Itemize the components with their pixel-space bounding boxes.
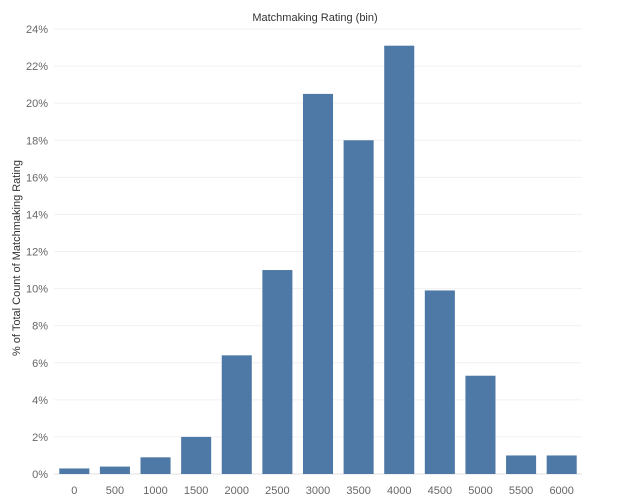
bar-500[interactable] [99, 466, 130, 474]
bar-5500[interactable] [506, 455, 537, 474]
bar-2500[interactable] [262, 270, 293, 474]
x-tick-label: 5000 [468, 485, 492, 497]
x-tick-label: 2500 [265, 485, 289, 497]
y-tick-label: 22% [26, 61, 48, 73]
bar-5000[interactable] [465, 375, 496, 474]
y-tick-label: 2% [32, 432, 48, 444]
bar-6000[interactable] [546, 455, 577, 474]
bar-4000[interactable] [384, 45, 415, 474]
x-tick-label: 6000 [549, 485, 573, 497]
x-tick-label: 1000 [143, 485, 167, 497]
bar-3500[interactable] [343, 140, 374, 474]
bar-3000[interactable] [302, 93, 334, 474]
x-tick-label: 2000 [225, 485, 249, 497]
y-tick-label: 14% [26, 209, 48, 221]
x-tick-label: 3500 [346, 485, 370, 497]
y-tick-label: 8% [32, 321, 48, 333]
y-tick-label: 12% [26, 247, 48, 259]
y-axis-ticks: 0% 2% 4% 6% 8% 10% 12% 14% 16% 18% 20% 22% 24% [26, 24, 48, 481]
y-tick-label: 4% [32, 395, 48, 407]
bars [59, 45, 577, 474]
x-tick-label: 4000 [387, 485, 411, 497]
y-tick-label: 10% [26, 284, 48, 296]
bar-2000[interactable] [221, 355, 252, 474]
y-axis-title: % of Total Count of Matchmaking Rating [11, 160, 23, 356]
y-tick-label: 18% [26, 135, 48, 147]
bar-1000[interactable] [140, 457, 171, 474]
y-tick-label: 0% [32, 469, 48, 481]
x-axis-ticks: 0 500 1000 1500 2000 2500 3000 3500 4000 4500 5000… [71, 485, 574, 497]
y-tick-label: 6% [32, 358, 48, 370]
y-tick-label: 20% [26, 98, 48, 110]
y-tick-label: 24% [26, 24, 48, 36]
bar-1500[interactable] [181, 436, 212, 474]
bar-0[interactable] [59, 468, 90, 474]
x-tick-label: 5500 [509, 485, 533, 497]
x-tick-label: 4500 [428, 485, 452, 497]
y-tick-label: 16% [26, 172, 48, 184]
bar-4500[interactable] [424, 290, 455, 474]
x-tick-label: 500 [106, 485, 124, 497]
x-tick-label: 1500 [184, 485, 208, 497]
x-tick-label: 3000 [306, 485, 330, 497]
x-tick-label: 0 [71, 485, 77, 497]
x-axis-title: Matchmaking Rating (bin) [252, 12, 377, 24]
